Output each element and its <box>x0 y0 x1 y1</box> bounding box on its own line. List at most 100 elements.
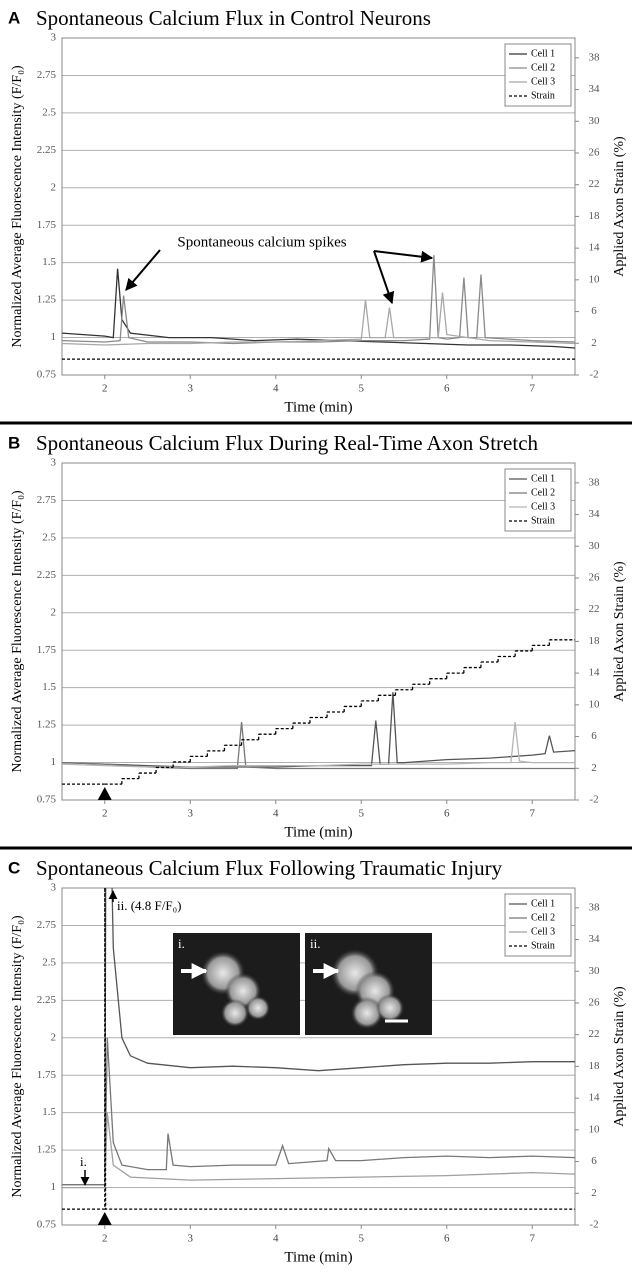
y-tick-label: 2.5 <box>42 956 56 968</box>
y-tick-label: 2 <box>51 606 57 618</box>
x-tick-label: 2 <box>102 1233 108 1245</box>
series-line <box>62 255 575 345</box>
x-tick-label: 6 <box>444 808 450 820</box>
chart-title: Spontaneous Calcium Flux During Real-Tim… <box>36 431 539 455</box>
y2-tick-label: 14 <box>589 667 601 679</box>
y-tick-label: 1.25 <box>37 1144 57 1156</box>
y2-tick-label: 34 <box>589 508 601 520</box>
y2-tick-label: 30 <box>589 115 601 127</box>
y2-tick-label: 30 <box>589 540 601 552</box>
y-tick-label: 1 <box>51 756 57 768</box>
y2-axis-label: Applied Axon Strain (%) <box>612 986 627 1127</box>
y2-tick-label: -2 <box>589 794 598 806</box>
x-tick-label: 3 <box>188 808 194 820</box>
y-tick-label: 2.75 <box>37 494 57 506</box>
y2-tick-label: 18 <box>589 1060 601 1072</box>
series-line <box>62 722 575 770</box>
legend-label: Strain <box>531 940 555 951</box>
y-tick-label: 3 <box>51 32 57 44</box>
y2-tick-label: 6 <box>591 1155 597 1167</box>
inset-label: i. <box>178 936 185 951</box>
annotation: i. <box>80 1154 87 1169</box>
y-tick-label: 1.25 <box>37 719 57 731</box>
y2-tick-label: 10 <box>589 1123 601 1135</box>
x-tick-label: 5 <box>359 383 365 395</box>
y2-tick-label: 2 <box>591 1187 597 1199</box>
legend-label: Strain <box>531 90 555 101</box>
y-tick-label: 2.25 <box>37 144 57 156</box>
y2-tick-label: 22 <box>589 603 600 615</box>
x-tick-label: 4 <box>273 383 279 395</box>
y-tick-label: 1.25 <box>37 294 57 306</box>
legend-label: Cell 1 <box>531 48 555 59</box>
x-tick-label: 6 <box>444 1233 450 1245</box>
inset-label: ii. <box>310 936 320 951</box>
x-tick-label: 4 <box>273 808 279 820</box>
y2-tick-label: 26 <box>589 147 601 159</box>
panel-letter: B <box>8 433 20 452</box>
legend-label: Cell 2 <box>531 487 555 498</box>
y2-tick-label: 38 <box>589 901 601 913</box>
y2-tick-label: 38 <box>589 476 601 488</box>
y-tick-label: 1 <box>51 331 57 343</box>
plot-area <box>62 255 575 360</box>
y-axis-label: Normalized Average Fluorescence Intensit… <box>10 915 25 1198</box>
cell-body <box>351 997 383 1029</box>
y-tick-label: 0.75 <box>37 1219 57 1231</box>
series-line <box>62 692 575 768</box>
y2-tick-label: 6 <box>591 730 597 742</box>
series-line <box>62 268 575 349</box>
x-tick-label: 3 <box>188 1233 194 1245</box>
legend-label: Cell 1 <box>531 898 555 909</box>
legend-label: Cell 3 <box>531 926 555 937</box>
x-tick-label: 2 <box>102 808 108 820</box>
y2-tick-label: 26 <box>589 572 601 584</box>
y-tick-label: 0.75 <box>37 369 57 381</box>
y-tick-label: 1.5 <box>42 681 56 693</box>
x-tick-label: 7 <box>530 383 536 395</box>
chart-title: Spontaneous Calcium Flux in Control Neur… <box>36 6 431 30</box>
plot-frame <box>61 462 576 801</box>
cell-body <box>221 999 249 1027</box>
y2-tick-label: 34 <box>589 83 601 95</box>
y2-tick-label: 26 <box>589 997 601 1009</box>
chart-title: Spontaneous Calcium Flux Following Traum… <box>36 856 503 880</box>
series-line <box>62 292 575 346</box>
y-axis-label: Normalized Average Fluorescence Intensit… <box>10 490 25 773</box>
y-tick-label: 1.75 <box>37 644 57 656</box>
plot-area <box>62 639 575 785</box>
x-axis-label: Time (min) <box>284 399 352 415</box>
x-tick-label: 5 <box>359 808 365 820</box>
series-line <box>62 1112 575 1189</box>
y2-axis-label: Applied Axon Strain (%) <box>612 136 627 277</box>
y2-tick-label: 2 <box>591 337 597 349</box>
series-line <box>62 1037 575 1186</box>
x-axis-label: Time (min) <box>284 1249 352 1265</box>
y-tick-label: 1.5 <box>42 1106 56 1118</box>
x-tick-label: 3 <box>188 383 194 395</box>
y-tick-label: 0.75 <box>37 794 57 806</box>
series-line <box>62 888 575 1186</box>
plot-area <box>62 888 575 1210</box>
y2-tick-label: 22 <box>589 178 600 190</box>
annotation: Spontaneous calcium spikes <box>177 234 346 250</box>
legend-label: Cell 1 <box>531 473 555 484</box>
x-tick-label: 7 <box>530 1233 536 1245</box>
legend-label: Strain <box>531 515 555 526</box>
annotation-arrow <box>125 249 161 291</box>
stretch-marker <box>97 1212 112 1225</box>
annotation: ii. (4.8 F/F₀) <box>117 898 182 913</box>
series-line <box>62 888 575 1210</box>
y2-tick-label: -2 <box>589 1219 598 1231</box>
x-tick-label: 7 <box>530 808 536 820</box>
series-line <box>62 722 575 768</box>
y2-tick-label: 38 <box>589 51 601 63</box>
y-tick-label: 3 <box>51 457 57 469</box>
y-tick-label: 1 <box>51 1181 57 1193</box>
legend-label: Cell 3 <box>531 501 555 512</box>
y2-tick-label: 14 <box>589 242 601 254</box>
y-tick-label: 1.75 <box>37 219 57 231</box>
legend-label: Cell 3 <box>531 76 555 87</box>
y2-tick-label: 14 <box>589 1092 601 1104</box>
